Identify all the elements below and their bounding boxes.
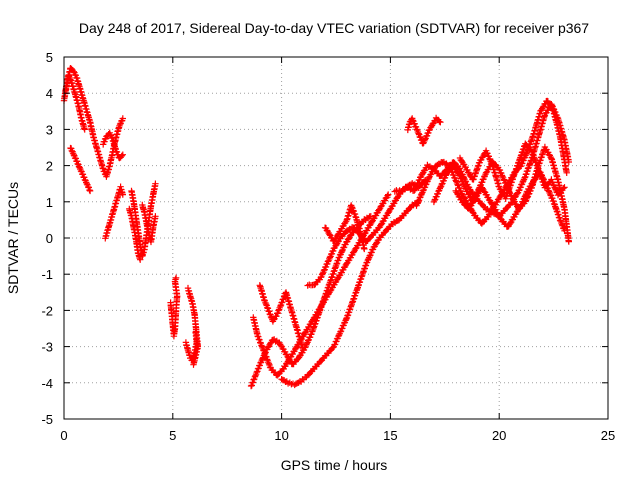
- y-tick-label: -1: [41, 267, 53, 282]
- series-markers: [139, 201, 159, 246]
- series-markers: [126, 205, 144, 263]
- series-early-arc-3: [67, 144, 94, 195]
- series-markers: [67, 144, 94, 195]
- y-tick-label: 1: [46, 195, 53, 210]
- series-seg-5h: [167, 274, 181, 340]
- series-markers: [167, 274, 181, 340]
- series-early-arc-5: [100, 129, 126, 162]
- series-markers: [278, 198, 422, 389]
- series-late-arc-2: [250, 191, 392, 379]
- y-axis-label: SDTVAR / TECUs: [5, 182, 21, 294]
- y-tick-label: -2: [41, 303, 53, 318]
- y-axis-tick-labels: -5 -4 -3 -2 -1 0 1 2 3 4 5: [41, 50, 53, 427]
- chart-title: Day 248 of 2017, Sidereal Day-to-day VTE…: [79, 20, 589, 36]
- series-late-arc-6: [321, 202, 368, 253]
- series-late-arc-12: [456, 140, 568, 202]
- series-markers: [256, 282, 307, 354]
- y-tick-label: 3: [46, 122, 53, 137]
- series-markers: [100, 129, 126, 162]
- x-tick-label: 0: [60, 428, 67, 443]
- x-axis-label: GPS time / hours: [281, 457, 388, 473]
- x-tick-label: 20: [492, 428, 506, 443]
- y-tick-label: -3: [41, 340, 53, 355]
- series-markers: [102, 183, 126, 242]
- series-late-arc-8: [404, 114, 444, 147]
- x-tick-label: 25: [601, 428, 615, 443]
- series-mid-cluster-3: [139, 201, 159, 246]
- series-markers: [404, 114, 444, 147]
- y-tick-label: -5: [41, 412, 53, 427]
- series-markers: [250, 191, 392, 379]
- series-markers: [184, 284, 201, 368]
- x-tick-label: 5: [169, 428, 176, 443]
- series-mid-cluster-2: [126, 205, 144, 263]
- axis-ticks: [63, 56, 609, 420]
- data-points: [60, 65, 572, 390]
- series-markers: [456, 140, 568, 202]
- series-late-arc-3: [278, 198, 422, 389]
- x-axis-tick-labels: 0 5 10 15 20 25: [60, 428, 615, 443]
- x-tick-label: 15: [383, 428, 397, 443]
- y-tick-label: 4: [46, 86, 53, 101]
- y-tick-label: 5: [46, 50, 53, 65]
- x-tick-label: 10: [274, 428, 288, 443]
- series-early-arc-6: [102, 183, 126, 242]
- series-late-arc-4: [256, 282, 307, 354]
- y-tick-label: -4: [41, 376, 53, 391]
- series-late-arc-10: [430, 143, 572, 245]
- series-seg-6h-b: [184, 284, 201, 368]
- y-tick-label: 2: [46, 159, 53, 174]
- series-markers: [321, 202, 368, 253]
- series-markers: [430, 143, 572, 245]
- y-tick-label: 0: [46, 231, 53, 246]
